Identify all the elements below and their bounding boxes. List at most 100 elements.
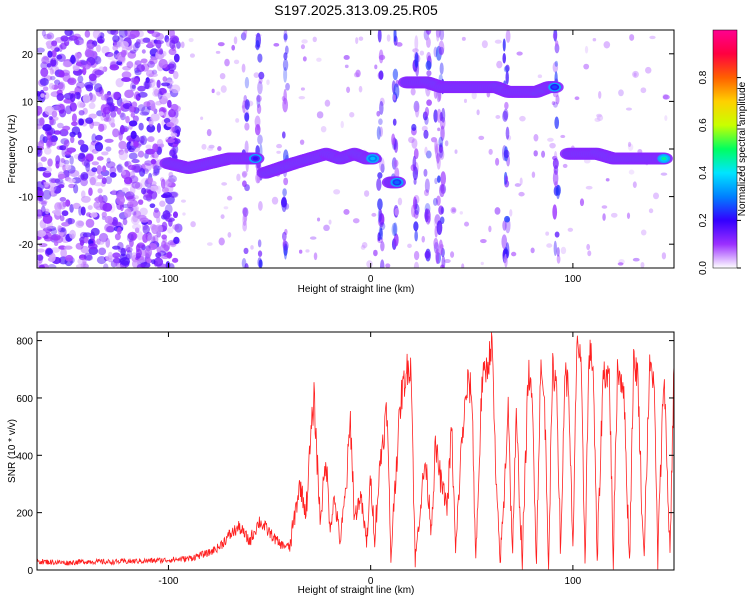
noise-blob xyxy=(136,38,141,45)
noise-blob xyxy=(93,182,103,187)
noise-blob xyxy=(106,96,114,106)
noise-blob xyxy=(149,203,156,209)
noise-blob xyxy=(155,32,165,41)
noise-blob xyxy=(56,93,65,102)
noise-blob xyxy=(78,109,85,116)
noise-blob xyxy=(131,163,141,173)
noise-blob xyxy=(648,208,654,214)
noise-blob xyxy=(120,112,126,121)
noise-blob xyxy=(37,190,44,198)
noise-blob xyxy=(117,163,123,174)
noise-blob xyxy=(633,72,637,77)
noise-blob xyxy=(98,247,107,256)
noise-blob xyxy=(471,91,477,100)
noise-blob xyxy=(217,42,225,47)
noise-blob xyxy=(126,61,134,69)
noise-blob xyxy=(168,108,177,118)
streak-blob xyxy=(283,67,288,83)
y-tick-label: 0 xyxy=(27,566,33,577)
noise-blob xyxy=(373,249,378,257)
noise-blob xyxy=(586,243,591,251)
streak-blob xyxy=(283,233,287,247)
noise-blob xyxy=(104,52,114,58)
streak-blob xyxy=(556,254,561,264)
noise-blob xyxy=(664,115,668,121)
noise-blob xyxy=(93,83,103,93)
streak-blob xyxy=(424,250,431,259)
streak-blob xyxy=(437,175,441,183)
noise-blob xyxy=(88,187,93,197)
noise-blob xyxy=(276,143,283,149)
noise-blob xyxy=(110,110,117,118)
streak-blob xyxy=(423,129,429,139)
noise-blob xyxy=(518,191,525,197)
noise-blob xyxy=(59,145,67,151)
noise-blob xyxy=(305,249,310,253)
streak-blob xyxy=(393,159,399,168)
noise-blob xyxy=(602,213,606,221)
streak-blob xyxy=(424,146,428,156)
noise-blob xyxy=(38,140,45,149)
streak-blob xyxy=(434,177,438,185)
streak-blob xyxy=(436,220,443,235)
streak-blob xyxy=(377,71,384,80)
noise-blob xyxy=(107,251,113,260)
noise-blob xyxy=(266,79,270,86)
noise-blob xyxy=(47,50,53,58)
streak-blob xyxy=(501,234,508,250)
noise-blob xyxy=(50,178,61,184)
noise-blob xyxy=(114,233,121,241)
streak-blob xyxy=(503,65,509,73)
streak-blob xyxy=(439,62,444,75)
noise-blob xyxy=(206,128,212,137)
noise-blob xyxy=(161,240,167,249)
noise-blob xyxy=(374,64,378,70)
trace-point xyxy=(252,156,258,161)
streak-blob xyxy=(424,208,431,221)
noise-blob xyxy=(276,150,281,154)
colorbar-tick-label: 0.4 xyxy=(698,165,709,179)
noise-blob xyxy=(89,176,97,186)
streak-blob xyxy=(556,246,560,257)
noise-blob xyxy=(220,85,227,93)
noise-blob xyxy=(124,208,132,218)
noise-blob xyxy=(105,226,114,233)
streak-blob xyxy=(282,188,287,197)
noise-blob xyxy=(120,256,131,266)
noise-blob xyxy=(145,77,150,84)
noise-blob xyxy=(80,144,89,153)
noise-blob xyxy=(598,91,602,99)
noise-blob xyxy=(78,118,85,126)
noise-blob xyxy=(124,89,135,99)
noise-blob xyxy=(80,173,85,181)
streak-blob xyxy=(282,231,287,241)
streak-blob xyxy=(552,170,559,186)
noise-blob xyxy=(47,264,57,268)
streak-blob xyxy=(283,244,288,260)
noise-blob xyxy=(407,243,412,249)
streak-blob xyxy=(552,32,558,40)
noise-blob xyxy=(224,58,230,67)
noise-blob xyxy=(162,76,168,82)
noise-blob xyxy=(60,42,67,50)
streak-blob xyxy=(254,123,261,136)
noise-blob xyxy=(585,185,593,190)
streak-blob xyxy=(554,231,560,238)
streak-blob xyxy=(436,154,441,170)
noise-blob xyxy=(65,105,73,115)
streak-blob xyxy=(242,180,247,188)
noise-blob xyxy=(122,218,128,226)
noise-blob xyxy=(488,148,493,155)
noise-blob xyxy=(37,181,45,191)
noise-blob xyxy=(168,48,177,56)
streak-blob xyxy=(425,150,432,159)
streak-blob xyxy=(414,230,418,242)
noise-blob xyxy=(39,263,45,268)
noise-blob xyxy=(328,219,332,225)
noise-blob xyxy=(69,169,80,178)
noise-blob xyxy=(62,60,72,68)
noise-blob xyxy=(42,123,52,132)
noise-blob xyxy=(121,77,132,82)
spectrogram-y-axis-label: Frequency (Hz) xyxy=(7,115,18,184)
streak-blob xyxy=(426,51,432,62)
